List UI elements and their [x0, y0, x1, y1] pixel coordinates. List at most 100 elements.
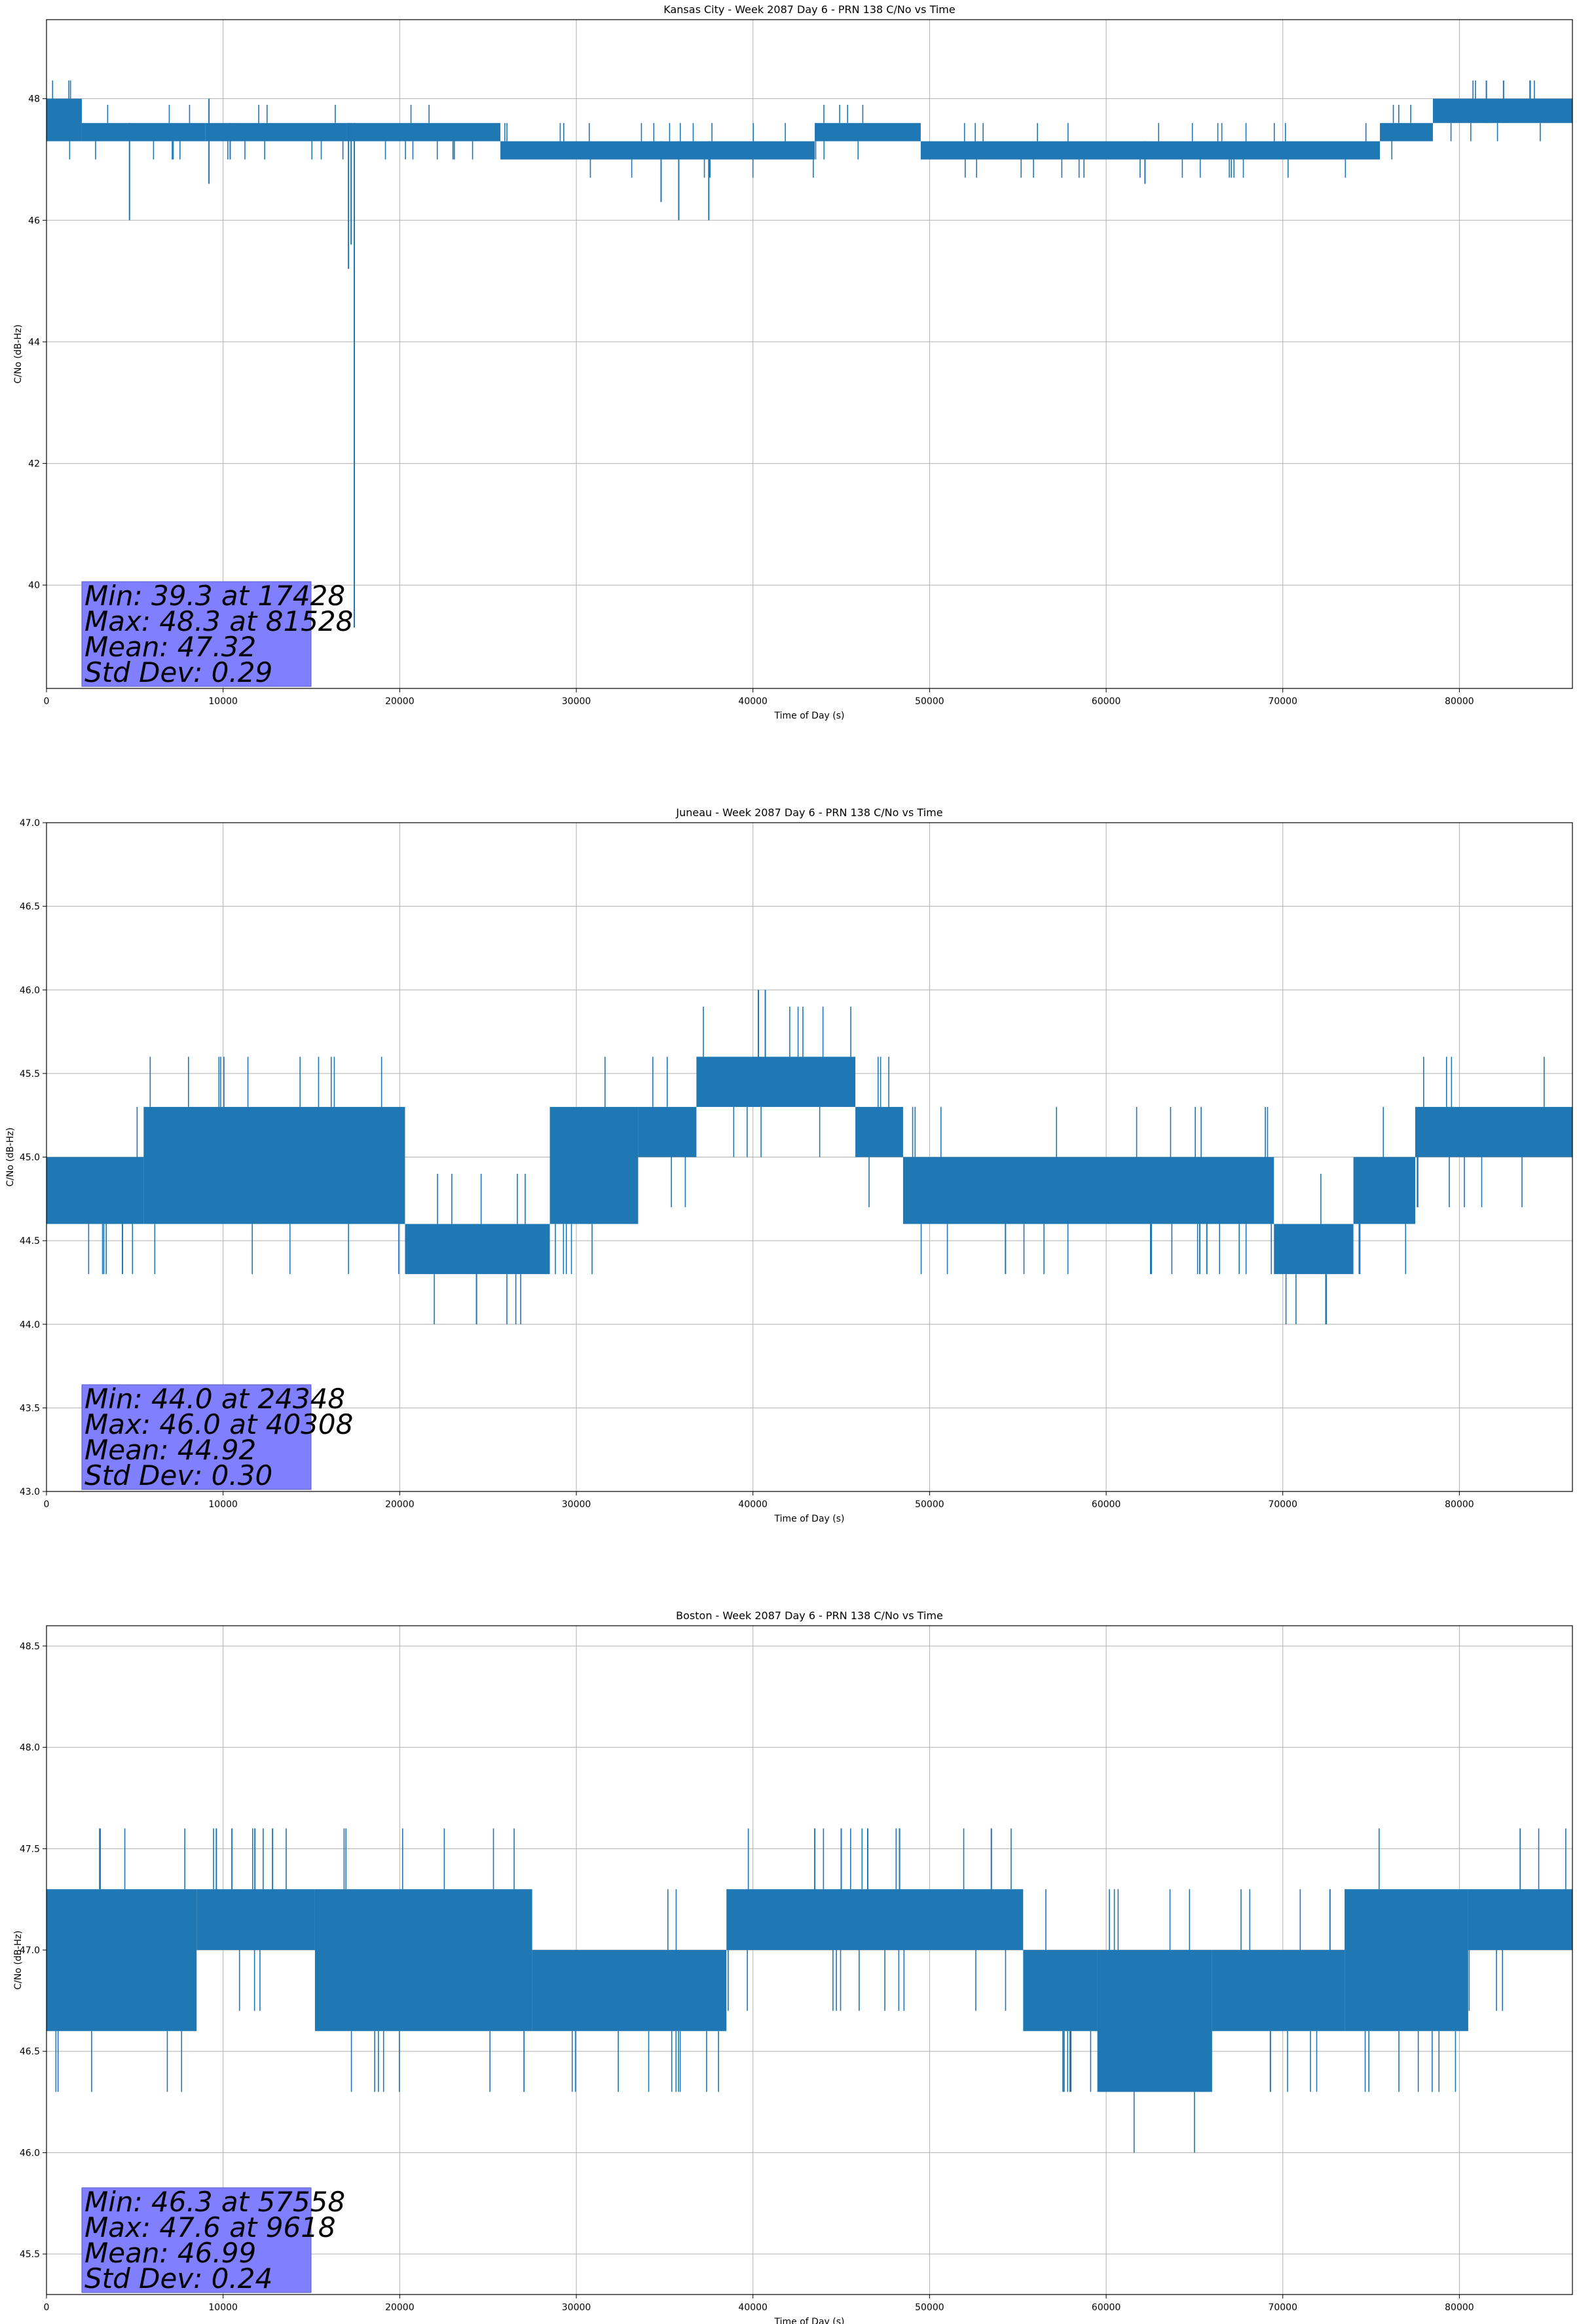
y-tick-label: 46.0	[20, 2148, 40, 2158]
x-axis-label: Time of Day (s)	[774, 711, 845, 721]
y-tick-label: 48.5	[20, 1641, 40, 1652]
x-ticks: 0 10000 20000 30000 40000 50000 60000 70000 8000…	[44, 1491, 1474, 1510]
y-tick-label: 46.0	[20, 985, 40, 996]
y-axis-label: C/No (dB-Hz)	[13, 1930, 24, 1989]
y-tick-label: 46.5	[20, 902, 40, 912]
figure: 0 10000 20000 30000 40000 50000 60000 70000 8000…	[0, 0, 1577, 2324]
y-ticks: 45.5 46.0 46.5 47.0 47.5 48.0 48.5	[20, 1641, 46, 2260]
y-tick-label: 48	[28, 94, 40, 105]
chart-panel-0: 0 10000 20000 30000 40000 50000 60000 70000 8000…	[13, 3, 1572, 721]
data-band	[46, 1889, 196, 2031]
x-tick-label: 30000	[562, 1499, 591, 1510]
data-band	[1354, 1157, 1415, 1224]
y-tick-label: 44	[28, 337, 40, 348]
y-tick-label: 47.5	[20, 1844, 40, 1854]
y-tick-label: 44.5	[20, 1236, 40, 1246]
data-band	[532, 1950, 727, 2031]
data-band	[405, 1224, 549, 1275]
y-tick-label: 44.0	[20, 1320, 40, 1330]
x-tick-label: 80000	[1445, 2302, 1474, 2313]
data-band	[1274, 1224, 1353, 1275]
data-band	[82, 123, 206, 141]
y-ticks: 40 42 44 46 48	[28, 94, 46, 591]
x-tick-label: 40000	[738, 2302, 768, 2313]
data-band	[921, 141, 1380, 160]
x-tick-label: 60000	[1092, 1499, 1121, 1510]
data-band	[550, 1107, 639, 1224]
x-tick-label: 70000	[1268, 2302, 1297, 2313]
x-tick-label: 70000	[1268, 1499, 1297, 1510]
x-axis-label: Time of Day (s)	[774, 1514, 845, 1524]
y-tick-label: 40	[28, 580, 40, 591]
data-band	[346, 123, 500, 141]
x-tick-label: 50000	[915, 696, 944, 707]
y-tick-label: 43.5	[20, 1403, 40, 1414]
x-ticks: 0 10000 20000 30000 40000 50000 60000 70000 8000…	[44, 2295, 1474, 2313]
x-tick-label: 40000	[738, 696, 768, 707]
data-band	[500, 141, 815, 160]
data-band	[1345, 1889, 1468, 2031]
x-tick-label: 10000	[208, 1499, 238, 1510]
x-axis-label: Time of Day (s)	[774, 2317, 845, 2324]
data-band	[815, 123, 921, 141]
x-tick-label: 10000	[208, 696, 238, 707]
y-axis-label: C/No (dB-Hz)	[5, 1127, 16, 1186]
data-band	[1415, 1107, 1572, 1157]
stats-box: Min: 39.3 at 17428Max: 48.3 at 81528Mean…	[82, 580, 353, 688]
data-band	[1433, 99, 1572, 123]
data-band	[726, 1889, 1023, 1950]
chart-panel-1: 0 10000 20000 30000 40000 50000 60000 70000 8000…	[5, 806, 1572, 1524]
data-band	[1023, 1950, 1097, 2031]
y-tick-label: 45.0	[20, 1153, 40, 1163]
chart-panel-2: 0 10000 20000 30000 40000 50000 60000 70000 8000…	[13, 1609, 1572, 2324]
data-band	[855, 1107, 903, 1157]
data-series	[46, 81, 1572, 628]
y-tick-label: 48.0	[20, 1743, 40, 1753]
x-tick-label: 60000	[1092, 2302, 1121, 2313]
chart-title: Kansas City - Week 2087 Day 6 - PRN 138 …	[663, 3, 955, 16]
stats-line: Std Dev: 0.24	[84, 2262, 272, 2295]
data-band	[638, 1107, 696, 1157]
x-tick-label: 10000	[208, 2302, 238, 2313]
x-tick-label: 20000	[385, 2302, 415, 2313]
x-tick-label: 60000	[1092, 696, 1121, 707]
y-tick-label: 46.5	[20, 2047, 40, 2057]
data-band	[46, 1157, 143, 1224]
x-tick-label: 30000	[562, 696, 591, 707]
data-band	[206, 123, 347, 141]
data-band	[46, 99, 82, 141]
x-ticks: 0 10000 20000 30000 40000 50000 60000 70000 8000…	[44, 688, 1474, 707]
data-band	[1212, 1950, 1345, 2031]
data-band	[696, 1057, 855, 1107]
data-band	[196, 1889, 315, 1950]
stats-line: Std Dev: 0.29	[84, 656, 272, 688]
data-band	[315, 1889, 532, 2031]
stats-line: Std Dev: 0.30	[84, 1459, 272, 1491]
data-band	[143, 1107, 405, 1224]
x-tick-label: 30000	[562, 2302, 591, 2313]
y-tick-label: 45.5	[20, 2249, 40, 2260]
data-band	[1098, 1950, 1212, 2092]
x-tick-label: 0	[44, 2302, 50, 2313]
x-tick-label: 80000	[1445, 696, 1474, 707]
x-tick-label: 80000	[1445, 1499, 1474, 1510]
chart-title: Juneau - Week 2087 Day 6 - PRN 138 C/No …	[675, 806, 942, 819]
data-series	[46, 1828, 1572, 2152]
x-tick-label: 50000	[915, 1499, 944, 1510]
x-tick-label: 40000	[738, 1499, 768, 1510]
y-tick-label: 43.0	[20, 1487, 40, 1497]
y-tick-label: 46	[28, 216, 40, 226]
y-axis-label: C/No (dB-Hz)	[13, 324, 24, 383]
x-tick-label: 70000	[1268, 696, 1297, 707]
x-tick-label: 0	[44, 696, 50, 707]
y-tick-label: 47.0	[20, 818, 40, 829]
y-tick-label: 42	[28, 459, 40, 470]
x-tick-label: 50000	[915, 2302, 944, 2313]
data-band	[1380, 123, 1433, 141]
data-band	[1468, 1889, 1572, 1950]
x-tick-label: 0	[44, 1499, 50, 1510]
y-ticks: 43.0 43.5 44.0 44.5 45.0 45.5 46.0 46.5 47.0	[20, 818, 46, 1497]
y-tick-label: 45.5	[20, 1069, 40, 1079]
